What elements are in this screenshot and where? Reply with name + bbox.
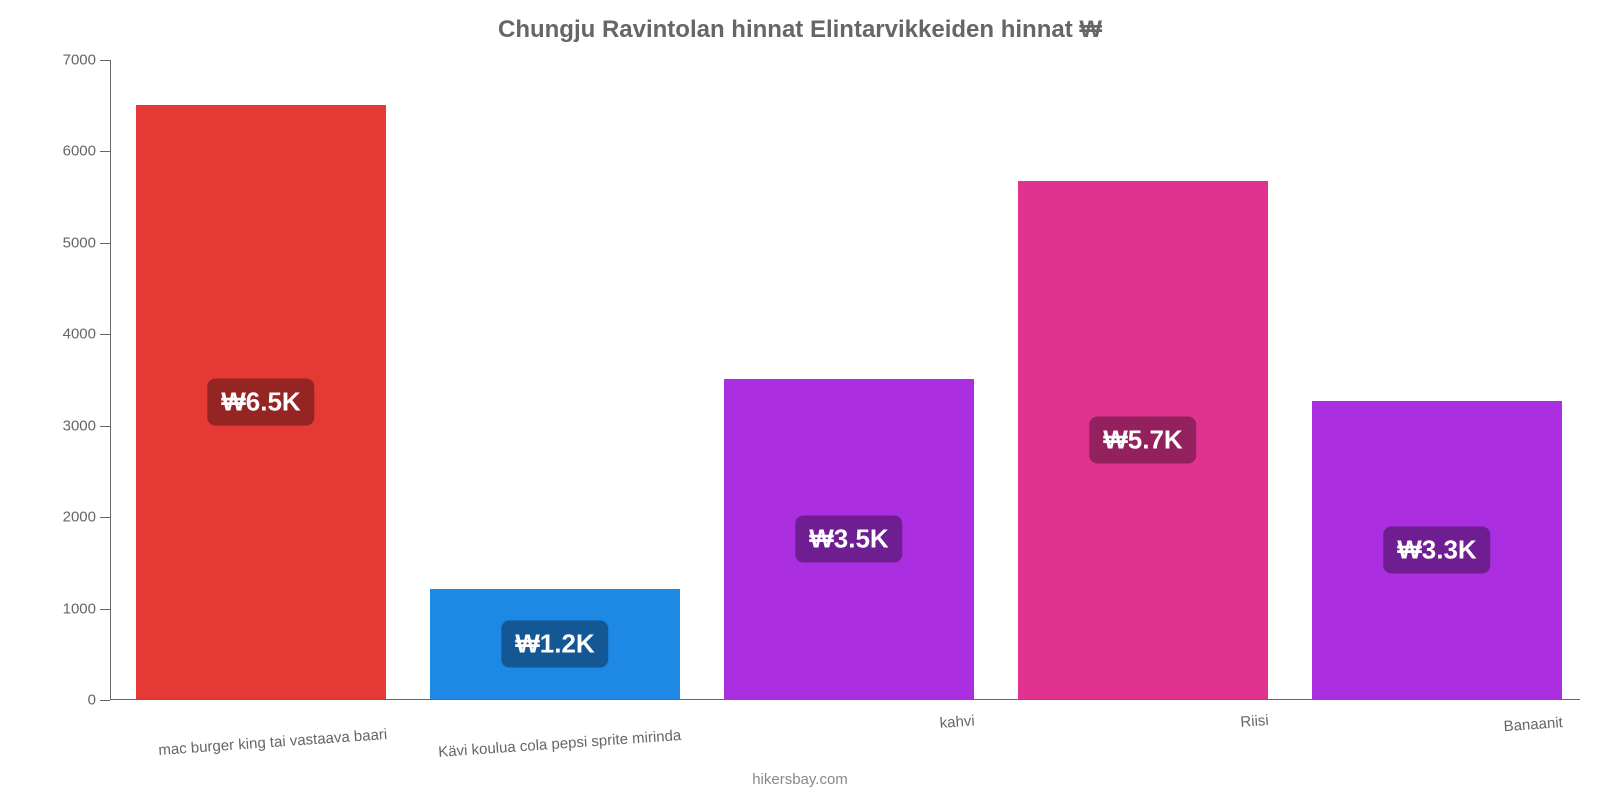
x-tick-label: mac burger king tai vastaava baari	[158, 726, 388, 759]
y-tick-label: 5000	[63, 234, 96, 251]
y-tick	[100, 243, 110, 244]
y-tick-label: 4000	[63, 326, 96, 343]
y-tick-label: 1000	[63, 600, 96, 617]
y-tick	[100, 151, 110, 152]
y-axis-line	[110, 60, 111, 700]
y-tick-label: 2000	[63, 509, 96, 526]
bar: ₩3.3K	[1312, 401, 1562, 699]
y-tick	[100, 517, 110, 518]
bar: ₩3.5K	[724, 379, 974, 699]
value-badge: ₩1.2K	[501, 621, 608, 668]
y-tick	[100, 334, 110, 335]
x-tick-label: Banaanit	[1503, 714, 1563, 735]
y-tick-label: 6000	[63, 143, 96, 160]
y-tick	[100, 609, 110, 610]
value-badge: ₩5.7K	[1089, 416, 1196, 463]
chart-title: Chungju Ravintolan hinnat Elintarvikkeid…	[0, 16, 1600, 44]
x-tick-label: Kävi koulua cola pepsi sprite mirinda	[438, 727, 682, 761]
y-tick-label: 3000	[63, 417, 96, 434]
y-tick-label: 7000	[63, 52, 96, 69]
bar: ₩1.2K	[430, 589, 680, 699]
value-badge: ₩3.5K	[795, 516, 902, 563]
bar: ₩5.7K	[1018, 181, 1268, 699]
value-badge: ₩3.3K	[1383, 526, 1490, 573]
y-tick	[100, 60, 110, 61]
y-tick-label: 0	[88, 692, 96, 709]
x-tick-label: kahvi	[939, 712, 975, 731]
y-tick	[100, 700, 110, 701]
plot-area: 01000200030004000500060007000 ₩6.5K₩1.2K…	[110, 60, 1580, 700]
x-tick-label: Riisi	[1240, 712, 1269, 731]
value-badge: ₩6.5K	[207, 378, 314, 425]
x-axis-line	[110, 699, 1580, 700]
bar: ₩6.5K	[136, 105, 386, 699]
footer-credit: hikersbay.com	[0, 771, 1600, 788]
y-tick	[100, 426, 110, 427]
